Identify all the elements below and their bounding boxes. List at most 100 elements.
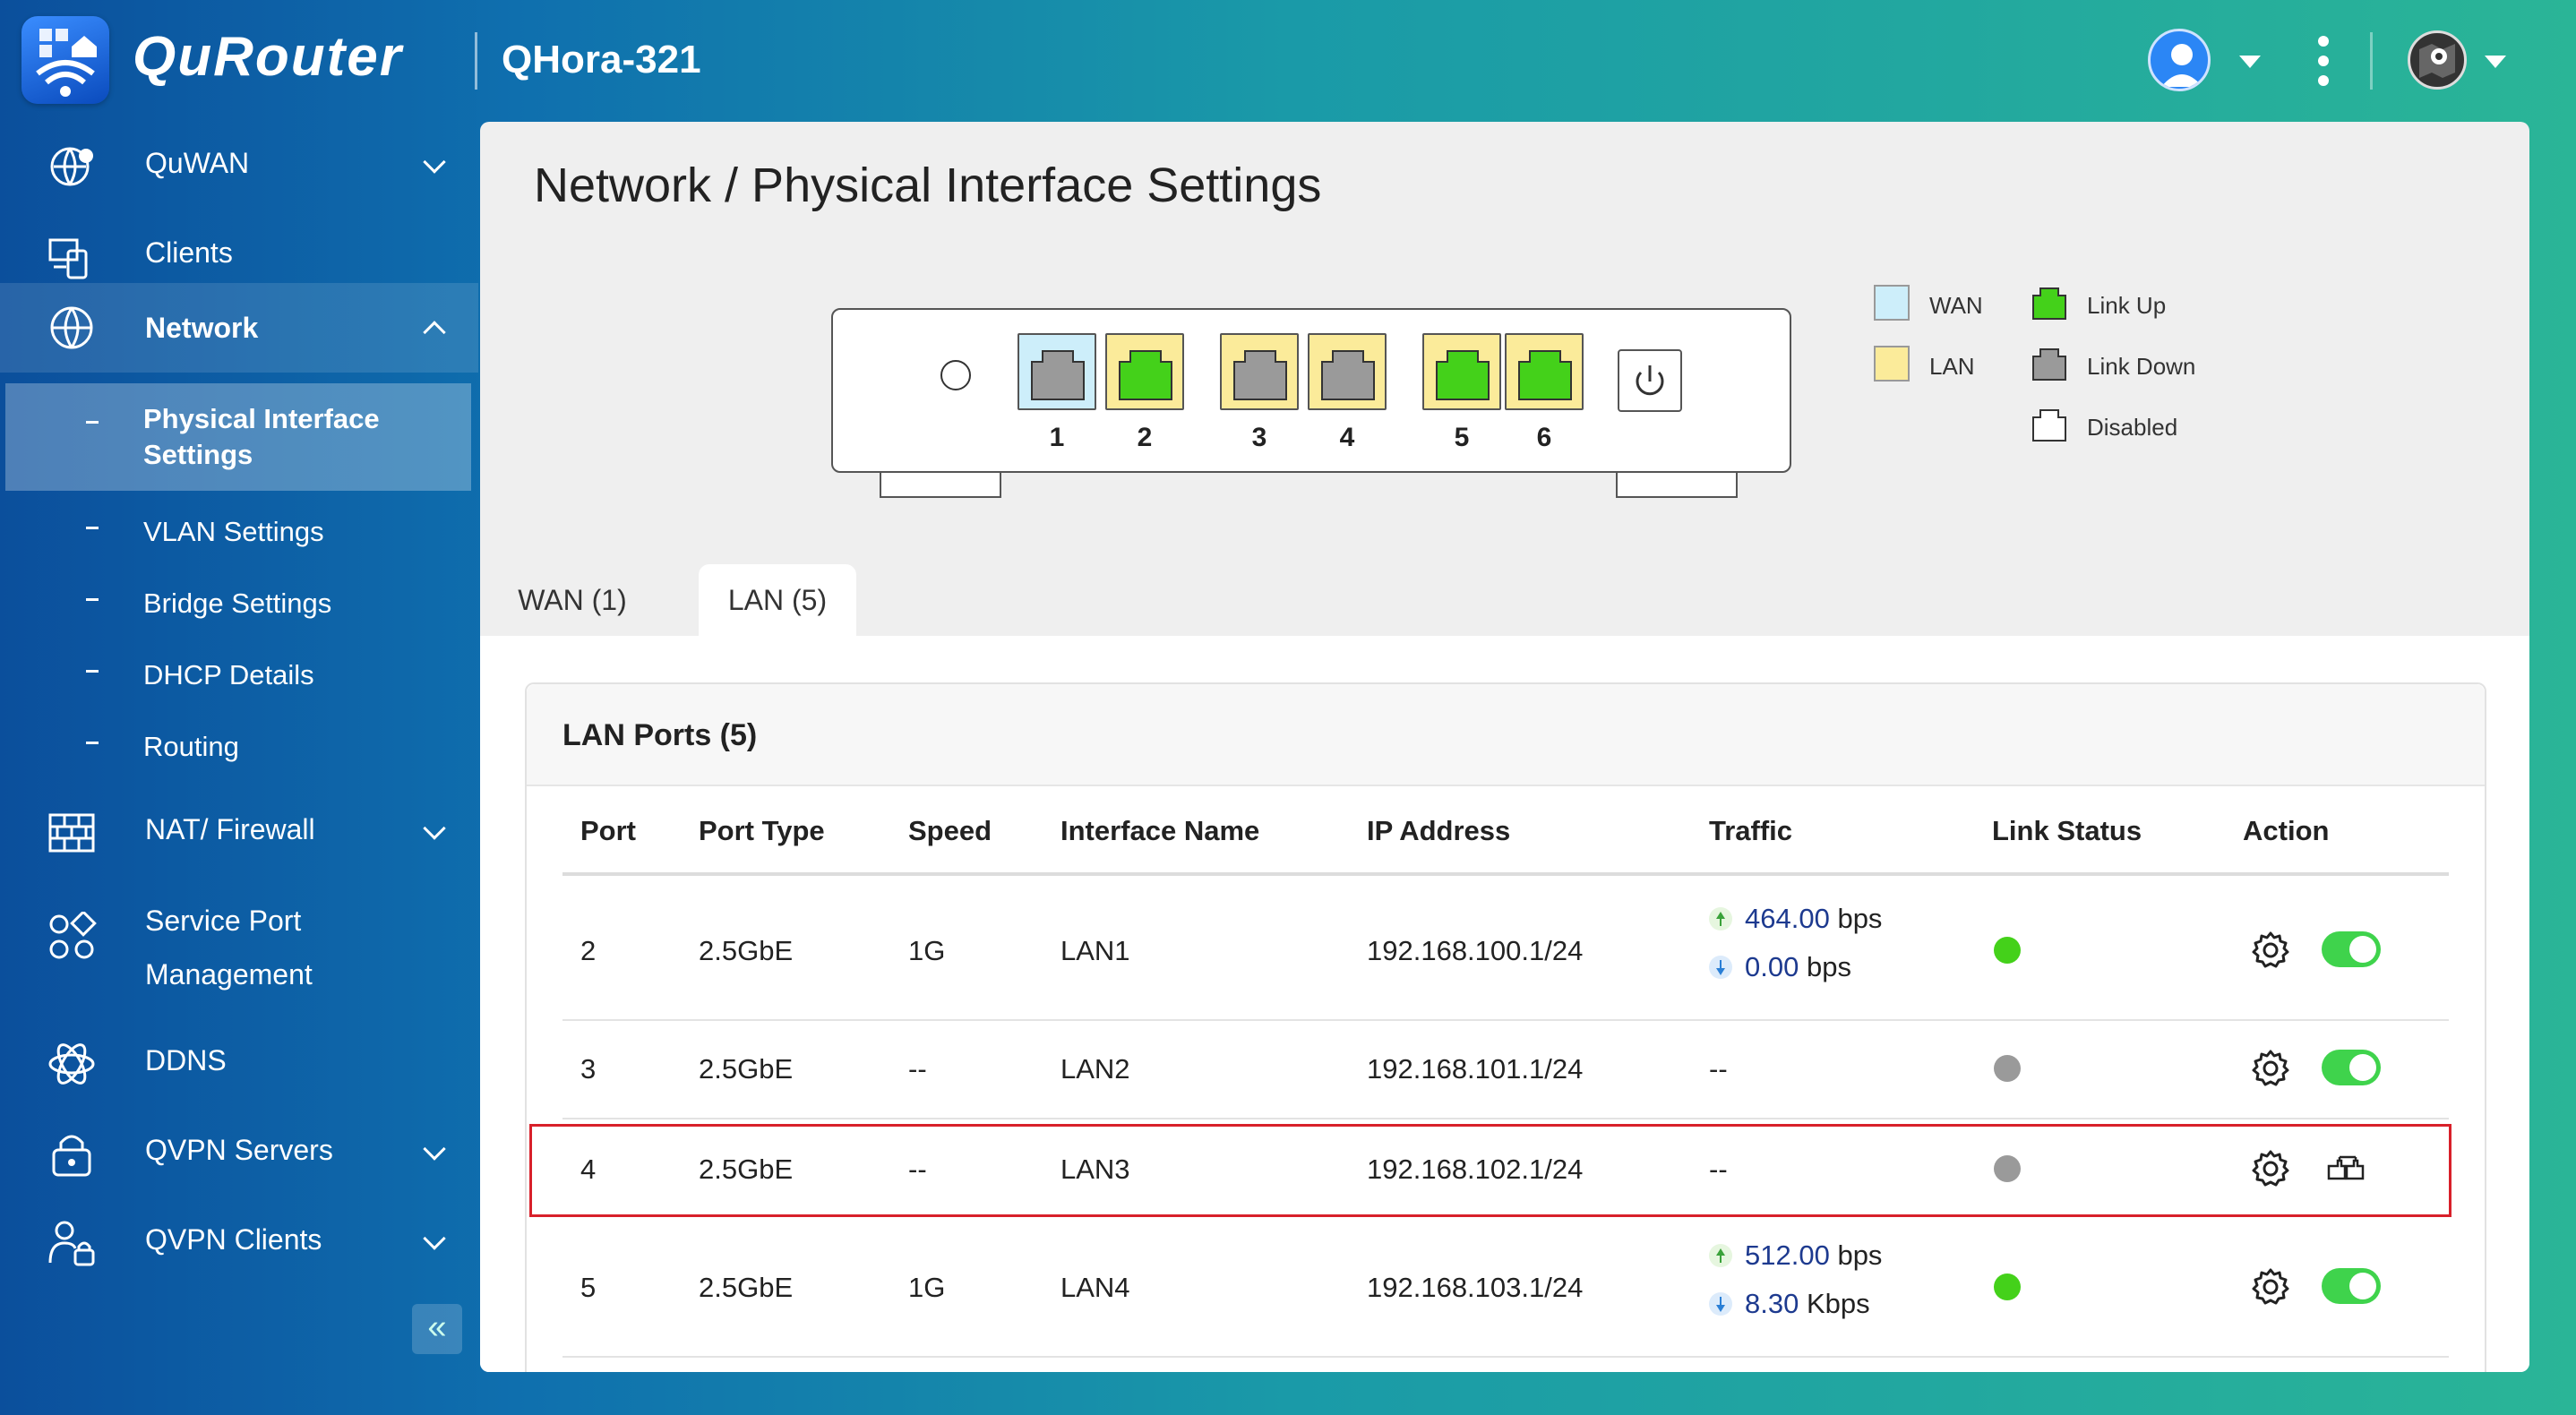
link-status-down-icon xyxy=(1994,1155,2021,1182)
traffic-value: 512.00 xyxy=(1745,1239,1830,1271)
settings-gear-icon[interactable] xyxy=(2250,1148,2291,1189)
port-number: 4 xyxy=(1339,423,1355,452)
sidebar-item-qvpn-clients[interactable]: QVPN Clients xyxy=(0,1198,478,1284)
cell-speed: -- xyxy=(908,1053,927,1085)
dash-marker xyxy=(86,527,99,529)
cell-interface: LAN4 xyxy=(1060,1272,1130,1303)
cell-traffic: -- xyxy=(1709,1153,1728,1185)
device-name: QHora-321 xyxy=(502,38,701,81)
traffic-value: 8.30 xyxy=(1745,1288,1799,1319)
sidebar-subitem-physical-interface-settings[interactable]: Physical Interface Settings xyxy=(5,383,471,491)
port-number: 3 xyxy=(1251,423,1267,452)
link-status-down-icon xyxy=(1994,1055,2021,1082)
legend-link-up: Link Up xyxy=(2031,285,2166,321)
ethernet-port-icon xyxy=(1518,350,1572,400)
sidebar-item-ddns[interactable]: DDNS xyxy=(0,1019,478,1105)
port-enable-toggle[interactable] xyxy=(2322,1050,2381,1085)
location-map-icon[interactable] xyxy=(2408,30,2467,90)
page-title: Network / Physical Interface Settings xyxy=(534,159,1322,212)
device-port-6[interactable] xyxy=(1505,333,1584,410)
device-port-4[interactable] xyxy=(1308,333,1387,410)
sidebar-item-label: QVPN Clients xyxy=(145,1223,322,1256)
cell-interface: LAN2 xyxy=(1060,1053,1130,1085)
table-row[interactable]: 5 2.5GbE 1G LAN4 192.168.103.1/24 512.00… xyxy=(562,1218,2449,1358)
legend-label: Link Up xyxy=(2087,292,2167,319)
sidebar-subitem-dhcp-details[interactable]: DHCP Details xyxy=(0,645,478,716)
card-header: LAN Ports (5) xyxy=(527,684,2485,786)
chevron-up-icon xyxy=(423,321,446,344)
chevron-down-icon xyxy=(423,1227,446,1250)
sidebar-subitem-label: Physical Interface Settings xyxy=(143,403,380,470)
globe-icon xyxy=(50,306,93,349)
ethernet-port-icon xyxy=(1119,350,1172,400)
cell-interface: LAN3 xyxy=(1060,1153,1130,1185)
device-port-5[interactable] xyxy=(1422,333,1501,410)
grid-circles-icon xyxy=(49,912,97,959)
legend-label: LAN xyxy=(1929,353,1975,380)
power-icon xyxy=(1618,349,1682,412)
upload-arrow-icon xyxy=(1709,1244,1732,1267)
tab-lan[interactable]: LAN (5) xyxy=(699,564,856,636)
port-number: 2 xyxy=(1137,423,1153,452)
sidebar-item-label: NAT/ Firewall xyxy=(145,813,315,845)
cell-speed: -- xyxy=(908,1153,927,1185)
sidebar-subitem-routing[interactable]: Routing xyxy=(0,716,478,788)
user-avatar-icon[interactable] xyxy=(2148,29,2211,91)
port-enable-toggle[interactable] xyxy=(2322,931,2381,967)
table-row[interactable]: 3 2.5GbE -- LAN2 192.168.101.1/24 -- xyxy=(562,1021,2449,1119)
table-row-highlighted[interactable]: 4 2.5GbE -- LAN3 192.168.102.1/24 -- xyxy=(529,1124,2451,1217)
bridge-network-icon[interactable] xyxy=(2325,1148,2366,1189)
sidebar-item-nat-firewall[interactable]: NAT/ Firewall xyxy=(0,788,478,874)
chevron-down-icon xyxy=(423,1137,446,1161)
cell-ip: 192.168.103.1/24 xyxy=(1367,1272,1584,1303)
firewall-icon xyxy=(48,813,95,853)
tab-content: LAN Ports (5) Port Port Type Speed Inter… xyxy=(480,636,2529,1372)
sidebar-subitem-bridge-settings[interactable]: Bridge Settings xyxy=(0,573,478,645)
sidebar-item-label: Service Port Management xyxy=(145,905,313,990)
port-enable-toggle[interactable] xyxy=(2322,1268,2381,1304)
chevron-down-icon xyxy=(423,150,446,174)
device-port-2[interactable] xyxy=(1105,333,1184,410)
sidebar-item-label: Clients xyxy=(145,236,233,269)
main-panel: Network / Physical Interface Settings 1 … xyxy=(480,122,2529,1372)
settings-gear-icon[interactable] xyxy=(2250,930,2291,971)
download-arrow-icon xyxy=(1709,1292,1732,1316)
settings-gear-icon[interactable] xyxy=(2250,1266,2291,1308)
settings-gear-icon[interactable] xyxy=(2250,1048,2291,1089)
sidebar-item-service-port-management[interactable]: Service Port Management xyxy=(0,883,478,990)
globe-pin-icon xyxy=(50,147,93,186)
dash-marker xyxy=(86,421,99,424)
sidebar-item-network[interactable]: Network xyxy=(0,283,478,373)
legend-link-down: Link Down xyxy=(2031,346,2195,382)
top-bar: QuRouter QHora-321 xyxy=(0,0,2576,122)
sidebar-subitem-label: VLAN Settings xyxy=(143,516,324,547)
dash-marker xyxy=(86,742,99,744)
more-options-icon[interactable] xyxy=(2314,36,2332,86)
location-menu-caret-icon[interactable] xyxy=(2485,56,2506,68)
sidebar-subitem-vlan-settings[interactable]: VLAN Settings xyxy=(0,502,478,573)
dash-marker xyxy=(86,670,99,673)
cell-traffic: -- xyxy=(1709,1053,1728,1085)
brand-divider xyxy=(475,32,477,90)
sidebar-subitem-label: Routing xyxy=(143,731,239,762)
device-port-3[interactable] xyxy=(1220,333,1299,410)
device-foot-left xyxy=(880,473,1001,498)
collapse-sidebar-button[interactable]: « xyxy=(412,1304,462,1354)
sidebar-item-clients[interactable]: Clients xyxy=(0,211,478,297)
link-status-up-icon xyxy=(1994,937,2021,964)
cell-ip: 192.168.101.1/24 xyxy=(1367,1053,1584,1085)
cell-port: 3 xyxy=(580,1053,597,1085)
column-header: Link Status xyxy=(1992,815,2142,846)
sidebar-item-label: QuWAN xyxy=(145,147,250,179)
device-port-1[interactable] xyxy=(1018,333,1096,410)
traffic-download: 8.30 Kbps xyxy=(1709,1288,1870,1320)
user-menu-caret-icon[interactable] xyxy=(2239,56,2261,68)
ethernet-port-icon xyxy=(1436,350,1490,400)
tab-wan[interactable]: WAN (1) xyxy=(518,584,627,616)
sidebar-item-quwan[interactable]: QuWAN xyxy=(0,122,478,208)
disabled-port-icon xyxy=(2032,409,2066,442)
card-title: LAN Ports (5) xyxy=(562,718,758,752)
sidebar-item-qvpn-servers[interactable]: QVPN Servers xyxy=(0,1109,478,1195)
table-row[interactable]: 2 2.5GbE 1G LAN1 192.168.100.1/24 464.00… xyxy=(562,879,2449,1021)
lock-icon xyxy=(52,1135,91,1177)
